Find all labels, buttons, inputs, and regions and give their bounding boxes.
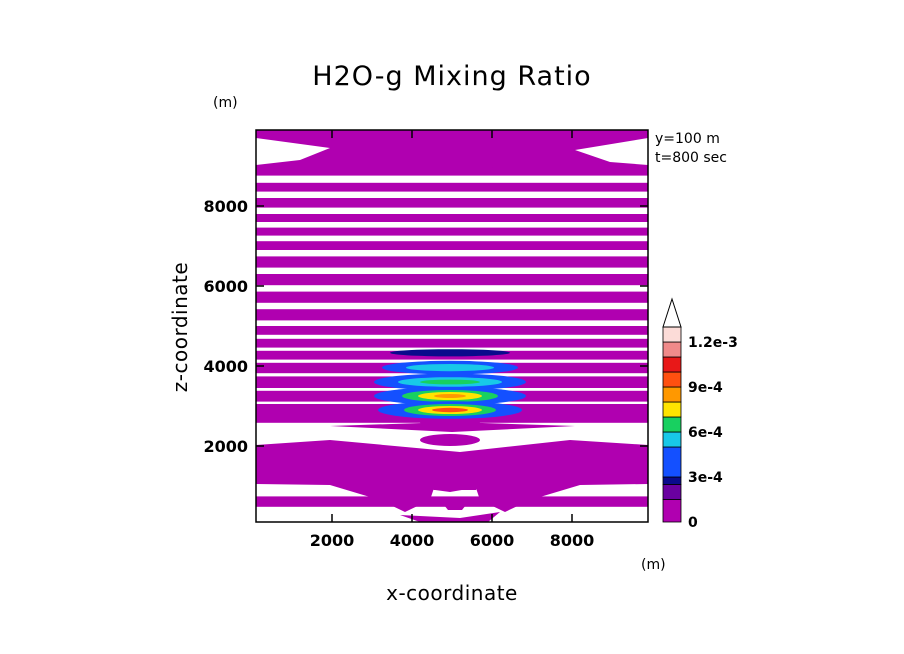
heatmap-cell bbox=[256, 207, 648, 214]
heatmap-cell bbox=[256, 347, 648, 351]
colorbar-swatch bbox=[662, 499, 682, 523]
x-tick-label: 8000 bbox=[550, 531, 595, 550]
x-tick-label: 4000 bbox=[390, 531, 435, 550]
colorbar-swatch bbox=[662, 356, 682, 373]
x-tick-label: 2000 bbox=[310, 531, 355, 550]
colorbar-swatch bbox=[662, 484, 682, 500]
y-tick-label: 4000 bbox=[203, 357, 248, 376]
heatmap-cell bbox=[406, 364, 494, 372]
x-axis-label: x-coordinate bbox=[386, 581, 518, 605]
heatmap-cell bbox=[420, 379, 480, 385]
colorbar-swatch bbox=[662, 386, 682, 403]
heatmap-cell bbox=[430, 480, 480, 490]
chart-title: H2O-g Mixing Ratio bbox=[312, 61, 591, 92]
heatmap-cell bbox=[256, 506, 648, 522]
heatmap-cell bbox=[256, 334, 648, 339]
heatmap-cell bbox=[256, 462, 440, 512]
heatmap-cell bbox=[575, 138, 648, 165]
heatmap-cell bbox=[256, 302, 648, 310]
colorbar-label: 1.2e-3 bbox=[688, 335, 738, 351]
heatmap-cell bbox=[432, 407, 468, 413]
x-axis-ticks: 2000 4000 6000 8000 bbox=[310, 130, 595, 550]
heatmap-cell bbox=[470, 462, 648, 512]
colorbar-swatch bbox=[662, 371, 682, 388]
heatmap-cell bbox=[390, 349, 510, 357]
heatmap-cell bbox=[256, 235, 648, 242]
colorbar-extend-arrow bbox=[662, 297, 682, 328]
heatmap-cell bbox=[256, 267, 648, 274]
colorbar-label: 9e-4 bbox=[688, 380, 723, 396]
colorbar-swatch bbox=[662, 416, 682, 433]
colorbar-swatch bbox=[662, 401, 682, 418]
colorbar-swatch bbox=[662, 431, 682, 448]
heatmap-cell bbox=[410, 455, 500, 470]
colorbar-swatch bbox=[662, 476, 682, 485]
y-tick-label: 6000 bbox=[203, 277, 248, 296]
colorbar: 0 3e-4 6e-4 9e-4 1.2e-3 bbox=[662, 297, 738, 531]
heatmap-cell bbox=[440, 500, 470, 510]
heatmap-field bbox=[256, 130, 648, 522]
plot-frame bbox=[255, 129, 649, 523]
heatmap-cell bbox=[256, 320, 648, 326]
colorbar-swatch bbox=[662, 326, 682, 343]
heatmap-cell bbox=[256, 138, 330, 165]
y-unit-label: (m) bbox=[213, 95, 238, 111]
heatmap-cell bbox=[420, 434, 480, 446]
y-tick-label: 8000 bbox=[203, 197, 248, 216]
heatmap-cell bbox=[434, 394, 466, 398]
heatmap-cell bbox=[256, 191, 648, 198]
heatmap-cell bbox=[256, 175, 648, 183]
heatmap-cell bbox=[350, 150, 560, 172]
colorbar-swatch bbox=[662, 341, 682, 358]
heatmap-cell bbox=[256, 285, 648, 292]
plot-area bbox=[255, 129, 649, 523]
x-tick-label: 6000 bbox=[470, 531, 515, 550]
heatmap-cell bbox=[256, 222, 648, 228]
y-tick-label: 2000 bbox=[203, 437, 248, 456]
heatmap-cell bbox=[400, 512, 500, 522]
colorbar-swatch bbox=[662, 446, 682, 478]
colorbar-label: 6e-4 bbox=[688, 425, 723, 441]
y-axis-label: z-coordinate bbox=[168, 262, 192, 392]
annotation-y: y=100 m bbox=[655, 131, 720, 147]
colorbar-label: 0 bbox=[688, 515, 698, 531]
annotation-t: t=800 sec bbox=[655, 150, 727, 166]
x-unit-label: (m) bbox=[641, 557, 666, 573]
colorbar-label: 3e-4 bbox=[688, 470, 723, 486]
heatmap-cell bbox=[256, 250, 648, 257]
y-axis-ticks: 2000 4000 6000 8000 bbox=[203, 197, 648, 456]
